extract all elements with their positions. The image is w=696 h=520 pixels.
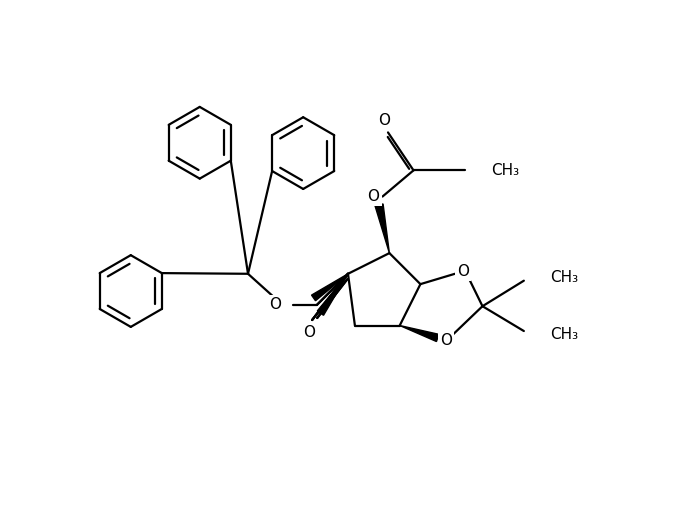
Text: O: O (367, 189, 379, 204)
Text: CH₃: CH₃ (550, 270, 578, 285)
Text: CH₃: CH₃ (550, 327, 578, 342)
Polygon shape (317, 274, 348, 315)
Text: O: O (303, 325, 315, 340)
Polygon shape (312, 274, 348, 301)
Text: O: O (457, 264, 469, 279)
Text: CH₃: CH₃ (491, 163, 520, 178)
Polygon shape (375, 204, 389, 253)
Text: O: O (269, 297, 282, 313)
Text: O: O (379, 112, 390, 127)
Polygon shape (400, 326, 439, 342)
Text: O: O (440, 333, 452, 348)
